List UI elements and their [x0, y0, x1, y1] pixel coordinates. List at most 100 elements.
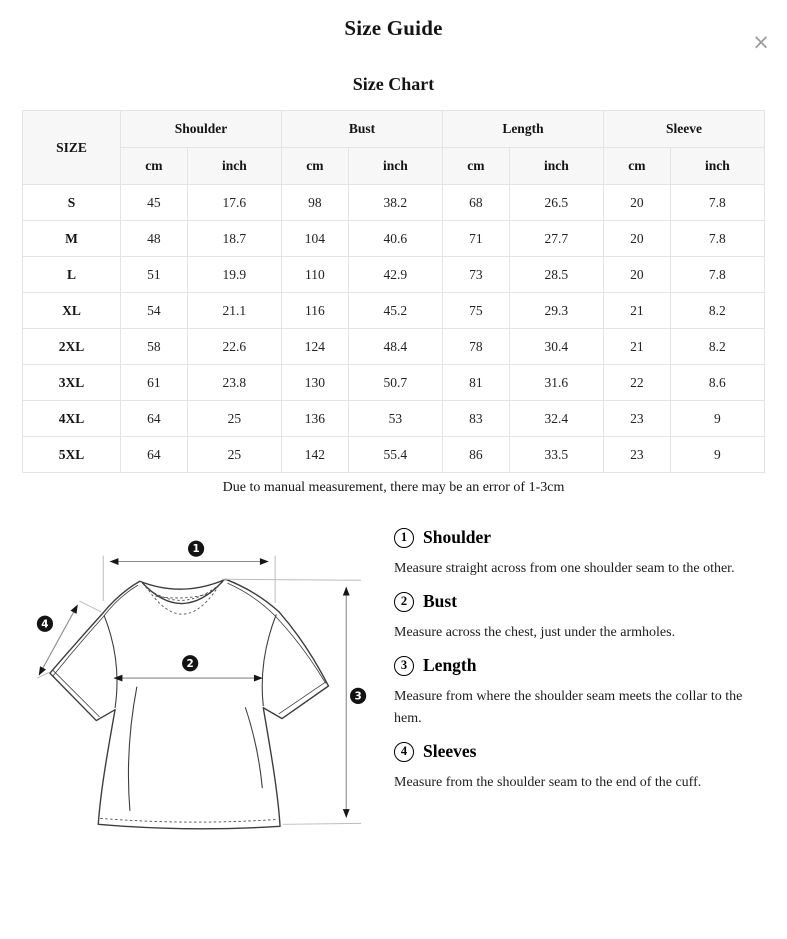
unit-header-inch: inch	[186, 147, 282, 185]
measurement-cell: 9	[669, 436, 766, 473]
measurement-cell: 26.5	[508, 184, 604, 221]
measurement-cell: 81	[441, 364, 510, 401]
measurement-cell: 68	[441, 184, 510, 221]
collar-stitch-inner	[145, 583, 221, 601]
left-armhole-seam	[103, 615, 118, 709]
measurement-cell: 86	[441, 436, 510, 473]
guide-item-desc: Measure across the chest, just under the…	[394, 625, 676, 640]
marker-1: 1	[187, 540, 205, 557]
marker-2: 2	[182, 655, 199, 672]
unit-header-inch: inch	[347, 147, 443, 185]
measurement-cell: 83	[441, 400, 510, 437]
measurement-cell: 22	[602, 364, 671, 401]
table-row-4xl: 4XL 64 25 136 53 83 32.4 23 9	[22, 400, 766, 437]
guide-item-length: 3 Length Measure from where the shoulder s…	[394, 655, 773, 730]
measurement-cell: 29.3	[508, 292, 604, 329]
right-shoulder-seam	[227, 582, 326, 684]
unit-header-inch: inch	[669, 147, 766, 185]
measurement-cell: 25	[186, 400, 282, 437]
circled-number-icon: 1	[394, 527, 414, 548]
unit-header-cm: cm	[119, 147, 188, 185]
unit-header-cm: cm	[602, 147, 671, 185]
table-row-5xl: 5XL 64 25 142 55.4 86 33.5 23 9	[22, 436, 766, 473]
svg-text:3: 3	[354, 690, 361, 702]
size-chart-table: SIZE Shoulder Bust Length Sleeve cm inch cm in…	[22, 110, 766, 473]
measurement-cell: 7.8	[669, 184, 766, 221]
guide-item-label: Length	[423, 655, 477, 675]
measurement-cell: 18.7	[186, 220, 282, 257]
measurement-cell: 21	[602, 328, 671, 365]
marker-labels: 1 2 3 4	[36, 540, 367, 704]
measurement-cell: 58	[119, 328, 188, 365]
guide-item-title: 3 Length	[394, 655, 773, 676]
size-chart-body: S 45 17.6 98 38.2 68 26.5 20 7.8 M 48 18.7 104 40.6 71…	[22, 184, 766, 473]
marker-4: 4	[36, 615, 54, 632]
measurement-cell: 25	[186, 436, 282, 473]
circled-number-icon: 4	[394, 741, 414, 762]
measurement-cell: 8.2	[669, 292, 766, 329]
measurement-cell: 75	[441, 292, 510, 329]
measurement-cell: 130	[280, 364, 349, 401]
right-cuff-seam	[278, 681, 326, 715]
tshirt-body-path	[49, 578, 330, 830]
measurement-cell: 64	[119, 436, 188, 473]
measurement-cell: 7.8	[669, 220, 766, 257]
measurement-cell: 31.6	[508, 364, 604, 401]
measurement-cell: 19.9	[186, 256, 282, 293]
table-row-2xl: 2XL 58 22.6 124 48.4 78 30.4 21 8.2	[22, 328, 766, 365]
measurement-cell: 23.8	[186, 364, 282, 401]
measurement-cell: 40.6	[347, 220, 443, 257]
size-chart-heading: Size Chart	[352, 74, 435, 94]
svg-text:1: 1	[192, 543, 199, 555]
measurement-cell: 9	[669, 400, 766, 437]
measurement-cell: 53	[347, 400, 443, 437]
page-title: Size Guide	[344, 16, 443, 40]
measurement-cell: 48	[119, 220, 188, 257]
measurement-cell: 71	[441, 220, 510, 257]
guide-item-shoulder: 1 Shoulder Measure straight across from on…	[394, 527, 773, 580]
measurement-cell: 33.5	[508, 436, 604, 473]
guide-item-title: 4 Sleeves	[394, 741, 773, 762]
guide-item-desc: Measure from where the shoulder seam mee…	[394, 689, 743, 726]
measurement-cell: 78	[441, 328, 510, 365]
measurement-cell: 7.8	[669, 256, 766, 293]
row-size-label: 3XL	[22, 364, 121, 401]
unit-header-cm: cm	[441, 147, 510, 185]
svg-text:2: 2	[187, 658, 194, 670]
measurement-guide: 1 Shoulder Measure straight across from on…	[386, 522, 775, 855]
measurement-cell: 142	[280, 436, 349, 473]
table-row-m: M 48 18.7 104 40.6 71 27.7 20 7.8	[22, 220, 766, 257]
measurement-cell: 98	[280, 184, 349, 221]
dimension-arrow-sleeve	[38, 604, 79, 676]
measurement-cell: 51	[119, 256, 188, 293]
guide-item-title: 1 Shoulder	[394, 527, 773, 548]
table-header-row-groups: SIZE Shoulder Bust Length Sleeve	[22, 110, 766, 185]
table-header: SIZE Shoulder Bust Length Sleeve cm inch cm in…	[22, 110, 766, 185]
measurement-cell: 32.4	[508, 400, 604, 437]
guide-item-title: 2 Bust	[394, 591, 773, 612]
measurement-cell: 64	[119, 400, 188, 437]
measurement-cell: 23	[602, 436, 671, 473]
measurement-cell: 116	[280, 292, 349, 329]
row-size-label: 2XL	[22, 328, 121, 365]
measurement-cell: 21.1	[186, 292, 282, 329]
measurement-cell: 42.9	[347, 256, 443, 293]
left-fold-line	[127, 686, 138, 812]
measurement-note: Due to manual measurement, there may be …	[222, 480, 565, 495]
left-cuff-seam	[52, 669, 100, 718]
tshirt-measurement-diagram: 1 2 3 4	[36, 540, 367, 830]
col-header-length: Length	[441, 110, 604, 148]
measurement-cell: 55.4	[347, 436, 443, 473]
guide-item-label: Bust	[423, 591, 458, 611]
measurement-cell: 27.7	[508, 220, 604, 257]
right-armhole-seam	[261, 614, 277, 707]
extension-lines	[36, 555, 362, 825]
close-button[interactable]: ×	[747, 28, 775, 56]
table-row-s: S 45 17.6 98 38.2 68 26.5 20 7.8	[22, 184, 766, 221]
measurement-section: 1 2 3 4 1 Shoulder Measu	[0, 522, 787, 855]
measurement-cell: 136	[280, 400, 349, 437]
guide-item-label: Sleeves	[423, 741, 477, 761]
unit-header-cm: cm	[280, 147, 349, 185]
measurement-cell: 73	[441, 256, 510, 293]
table-row-3xl: 3XL 61 23.8 130 50.7 81 31.6 22 8.6	[22, 364, 766, 401]
